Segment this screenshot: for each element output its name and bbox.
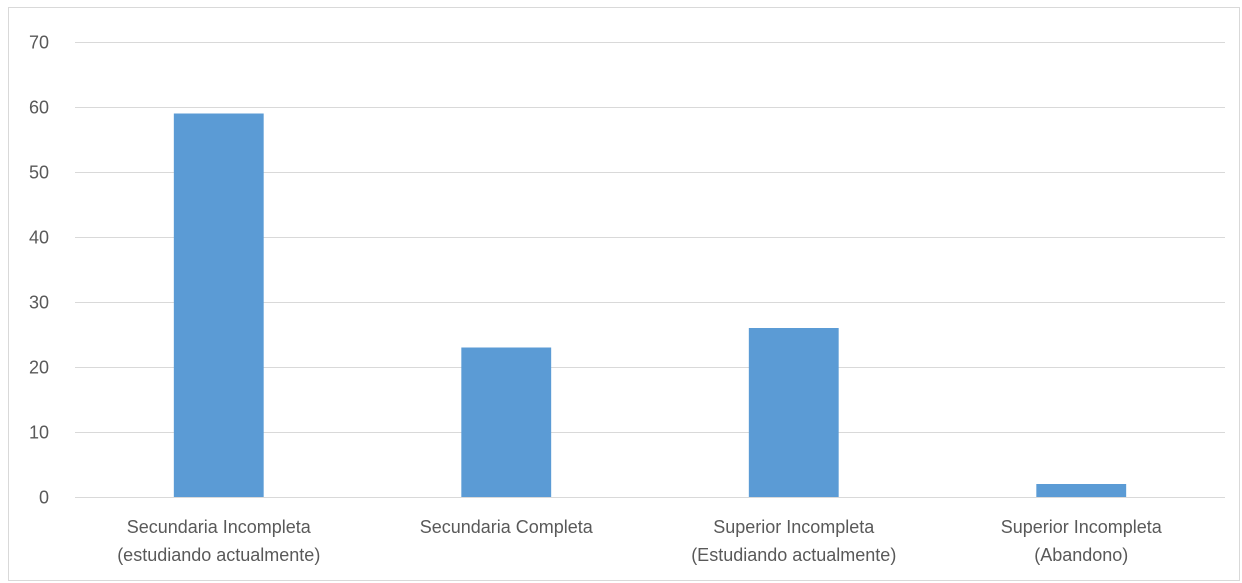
x-category-label: Secundaria Completa bbox=[420, 517, 594, 537]
x-axis-category-labels: Secundaria Incompleta (estudiando actualm… bbox=[117, 517, 1163, 565]
y-tick-label: 20 bbox=[29, 358, 49, 378]
y-tick-label: 40 bbox=[29, 228, 49, 248]
grid-lines bbox=[75, 42, 1225, 433]
y-tick-label: 50 bbox=[29, 163, 49, 183]
x-category-label: (estudiando actualmente) bbox=[117, 545, 320, 565]
y-axis-ticks: 0 10 20 30 40 50 60 70 bbox=[29, 33, 49, 508]
y-tick-label: 0 bbox=[39, 488, 49, 508]
bar-4 bbox=[1036, 484, 1127, 497]
bar-2 bbox=[461, 347, 552, 497]
x-category-label: Secundaria Incompleta bbox=[127, 517, 312, 537]
bar-1 bbox=[173, 113, 264, 497]
x-category-label: Superior Incompleta bbox=[1001, 517, 1163, 537]
x-category-label: (Estudiando actualmente) bbox=[691, 545, 896, 565]
x-category-label: (Abandono) bbox=[1034, 545, 1128, 565]
y-tick-label: 60 bbox=[29, 98, 49, 118]
y-tick-label: 10 bbox=[29, 423, 49, 443]
y-tick-label: 30 bbox=[29, 293, 49, 313]
x-category-label: Superior Incompleta bbox=[713, 517, 875, 537]
bar-3 bbox=[748, 328, 839, 497]
bars bbox=[173, 113, 1127, 497]
y-tick-label: 70 bbox=[29, 33, 49, 53]
